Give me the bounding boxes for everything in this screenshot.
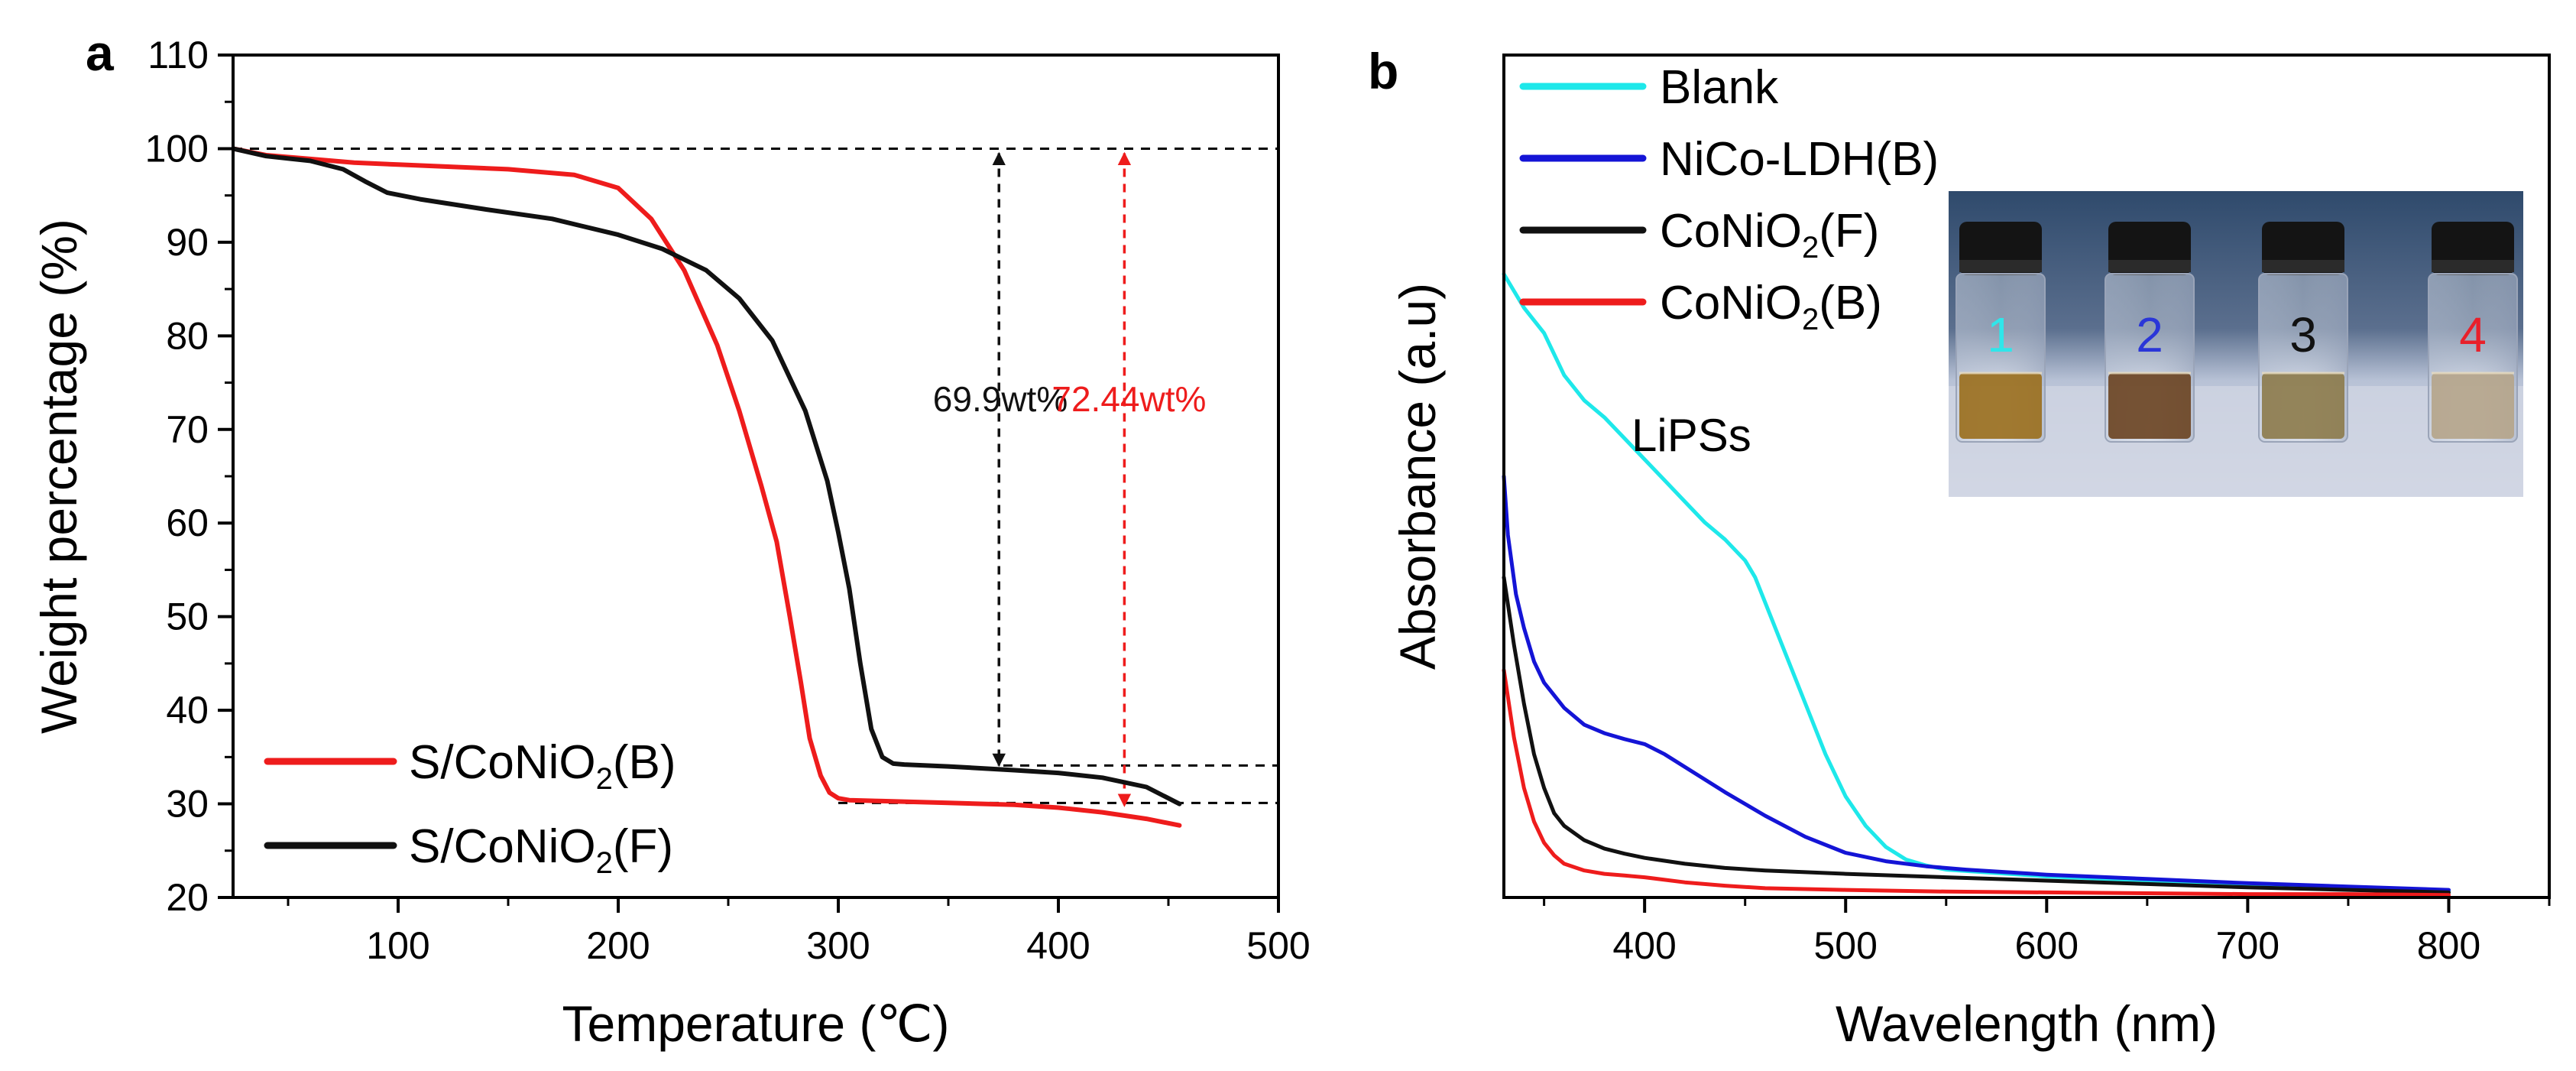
a-y-tick-label-0: 20 — [166, 876, 209, 919]
a-x-tick-label-1: 200 — [586, 924, 650, 967]
a-annotation-label-1: 72.44wt% — [1051, 379, 1206, 419]
vial-1: 1 — [1955, 222, 2046, 443]
a-x-tick-label-3: 400 — [1026, 924, 1090, 967]
panel-a: 69.9wt%72.44wt% 100 200 300 400 500 20 30 40 50… — [31, 34, 1311, 1052]
a-x-tick-label-0: 100 — [366, 924, 429, 967]
vial-liquid — [2108, 373, 2191, 439]
a-legend: S/CoNiO2(B) S/CoNiO2(F) — [264, 736, 676, 880]
a-series-line-0 — [231, 146, 1182, 828]
b-x-axis-label: Wavelength (nm) — [1836, 995, 2218, 1052]
vial-liquid — [1959, 373, 2042, 439]
a-y-tick-label-1: 30 — [166, 783, 209, 826]
b-x-tick-label-3: 700 — [2216, 924, 2280, 967]
a-x-axis-label: Temperature (℃) — [562, 995, 950, 1052]
a-y-tick-label-3: 50 — [166, 596, 209, 638]
b-series-line-2 — [1502, 575, 2451, 894]
a-x-tick-label-2: 300 — [806, 924, 870, 967]
vial-cap-ring — [1959, 260, 2042, 272]
a-y-tick-label-2: 40 — [166, 689, 209, 732]
a-x-ticks: 100 200 300 400 500 — [287, 897, 1311, 967]
a-legend-label-0: S/CoNiO2(B) — [409, 736, 676, 796]
panel-a-label: a — [86, 24, 115, 81]
b-series-line-3 — [1502, 668, 2451, 897]
a-series — [231, 146, 1182, 828]
vial-cap-ring — [2108, 260, 2191, 272]
b-legend: Blank NiCo-LDH(B) CoNiO2(F) CoNiO2(B) — [1519, 61, 1939, 336]
b-series-line-1 — [1502, 474, 2451, 892]
panel-b-label: b — [1368, 43, 1398, 99]
a-annotation-label-0: 69.9wt% — [933, 379, 1068, 419]
a-y-tick-label-9: 110 — [147, 34, 209, 76]
a-series-line-1 — [231, 146, 1182, 806]
b-x-ticks: 400 500 600 700 800 — [1543, 897, 2551, 967]
vial-number-2: 2 — [2136, 307, 2163, 362]
a-legend-label-1: S/CoNiO2(F) — [409, 820, 673, 880]
vial-cap-ring — [2432, 260, 2514, 272]
a-reference-lines — [233, 147, 1278, 804]
b-y-axis-label: Absorbance (a.u) — [1389, 283, 1446, 670]
vial-2: 2 — [2105, 222, 2195, 443]
vial-4: 4 — [2428, 222, 2518, 443]
a-y-axis-label: Weight percentage (%) — [31, 219, 87, 734]
b-legend-label-1: NiCo-LDH(B) — [1660, 133, 1939, 186]
a-y-tick-label-5: 70 — [166, 408, 209, 451]
vial-3: 3 — [2258, 222, 2348, 443]
a-plot-frame — [232, 54, 1280, 899]
b-legend-label-3: CoNiO2(B) — [1660, 277, 1882, 336]
vial-liquid — [2432, 373, 2514, 439]
a-y-tick-label-7: 90 — [166, 221, 209, 264]
a-y-tick-label-8: 100 — [145, 127, 209, 170]
b-plot-frame — [1502, 54, 2551, 899]
vial-photo: 1 2 3 4 — [1949, 191, 2523, 497]
b-x-tick-label-4: 800 — [2417, 924, 2480, 967]
b-legend-label-0: Blank — [1660, 61, 1779, 114]
panel-b: 400 500 600 700 800 Wavelength (nm) Absorban… — [1389, 54, 2551, 1052]
a-x-tick-label-4: 500 — [1246, 924, 1310, 967]
vial-number-1: 1 — [1987, 307, 2014, 362]
vial-number-3: 3 — [2289, 307, 2317, 362]
a-y-tick-label-6: 80 — [166, 314, 209, 357]
b-x-tick-label-2: 600 — [2015, 924, 2079, 967]
b-inset-label: LiPSs — [1631, 410, 1751, 461]
a-annotations: 69.9wt%72.44wt% — [933, 151, 1206, 807]
vial-number-4: 4 — [2459, 307, 2487, 362]
a-y-ticks: 20 30 40 50 60 70 80 90 100 110 — [145, 34, 233, 919]
vial-cap-ring — [2262, 260, 2344, 272]
a-y-tick-label-4: 60 — [166, 501, 209, 544]
b-x-tick-label-0: 400 — [1612, 924, 1676, 967]
b-series — [1502, 272, 2451, 897]
b-x-tick-label-1: 500 — [1814, 924, 1878, 967]
vial-liquid — [2262, 373, 2344, 439]
b-legend-label-2: CoNiO2(F) — [1660, 205, 1879, 265]
